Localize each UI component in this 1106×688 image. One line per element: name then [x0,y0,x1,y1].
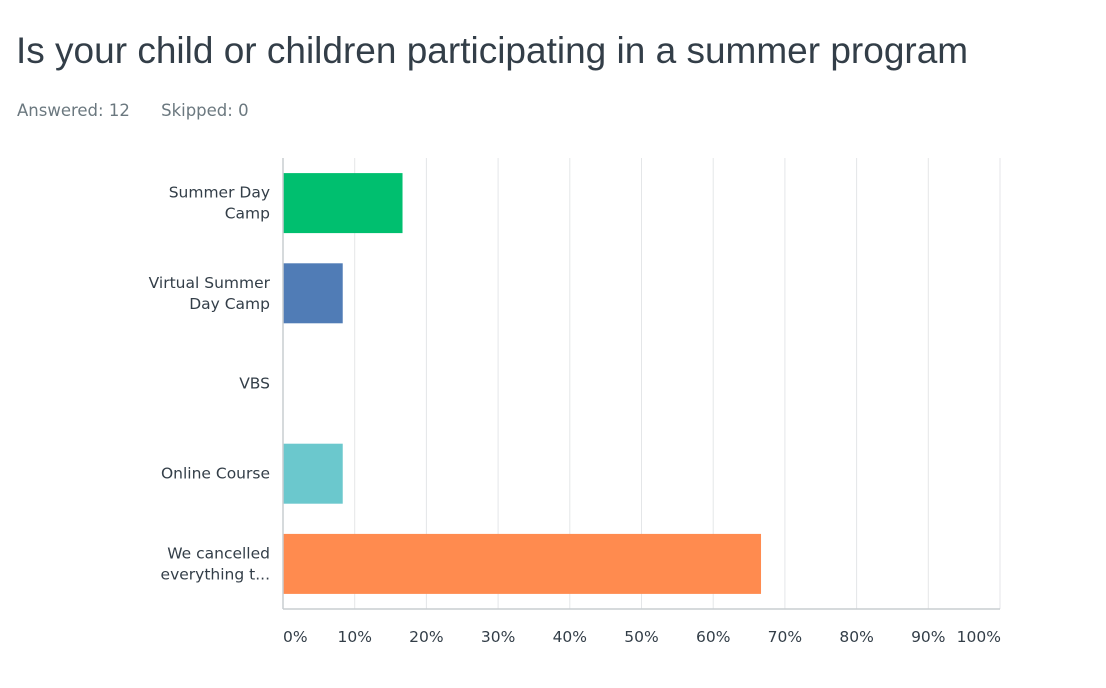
category-label: Virtual Summer Day Camp [149,274,271,313]
x-tick-label: 20% [409,628,443,646]
bars [283,173,762,594]
x-tick-label: 60% [696,628,730,646]
x-tick-label: 0% [283,628,308,646]
grid-lines [354,158,1001,609]
x-tick-label: 30% [481,628,515,646]
x-tick-label: 40% [553,628,587,646]
x-tick-label: 80% [839,628,873,646]
answered-count: Answered: 12 [17,101,130,120]
category-label: Summer Day Camp [169,184,270,223]
bar[interactable] [283,443,343,504]
x-tick-label: 50% [624,628,658,646]
skipped-count: Skipped: 0 [161,101,249,120]
x-tick-label: 70% [768,628,802,646]
category-label: Online Course [161,465,270,483]
x-tick-labels: 0% 10% 20% 30% 40% 50% 60% 70% 80% 90% 100% [283,628,1001,646]
axes [282,158,1000,610]
category-labels: Summer Day Camp Virtual Summer Day Camp VBS O… [149,184,271,584]
bar[interactable] [283,263,343,324]
category-label: We cancelled everything t... [161,544,270,583]
x-tick-label: 100% [957,628,1001,646]
bar[interactable] [283,533,762,594]
x-tick-label: 90% [911,628,945,646]
x-tick-label: 10% [337,628,371,646]
bar[interactable] [283,173,403,234]
category-label: VBS [239,375,270,393]
question-title: Is your child or children participating … [16,30,969,71]
response-stats: Answered: 12 Skipped: 0 [17,101,249,120]
